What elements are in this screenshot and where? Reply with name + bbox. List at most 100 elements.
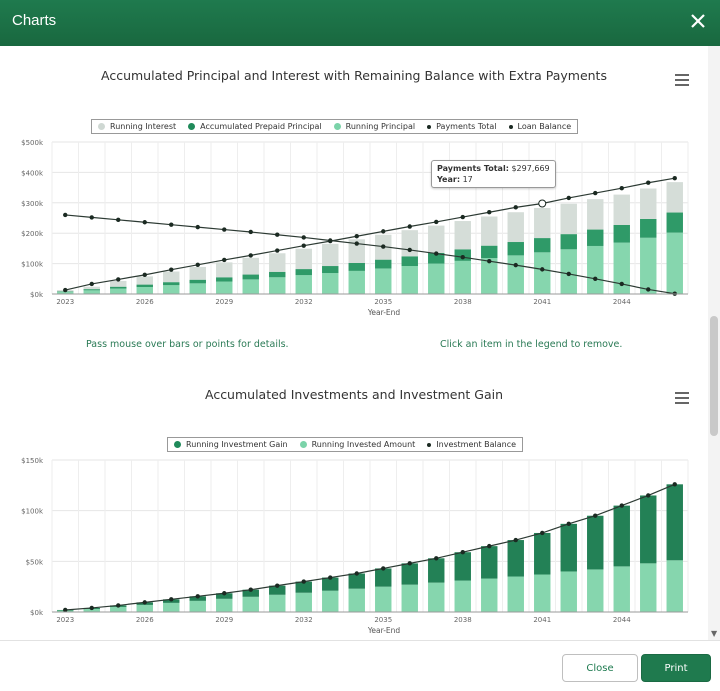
bar: [507, 242, 524, 256]
data-point: [593, 276, 598, 281]
bar: [57, 291, 74, 294]
chart1-legend-item[interactable]: Running Interest: [98, 122, 176, 131]
chart1-legend-item[interactable]: Loan Balance: [508, 122, 572, 131]
chart1-legend: Running Interest Accumulated Prepaid Pri…: [91, 119, 579, 134]
bar: [401, 266, 418, 294]
data-point: [646, 180, 651, 185]
print-button[interactable]: Print: [641, 654, 711, 682]
x-tick-label: 2023: [56, 298, 74, 306]
data-point: [354, 571, 359, 576]
bar: [481, 258, 498, 294]
bar: [666, 484, 683, 561]
bar: [587, 229, 604, 246]
chart2-menu-icon[interactable]: [675, 392, 689, 404]
bar: [110, 288, 127, 294]
data-point: [513, 537, 518, 543]
legend-swatch-icon: [427, 442, 432, 447]
data-point: [619, 281, 624, 287]
chart2-legend-label: Running Invested Amount: [311, 440, 416, 449]
bar: [587, 199, 604, 230]
chart1-legend-item[interactable]: Payments Total: [427, 122, 497, 131]
chart2-legend-item[interactable]: Running Invested Amount: [299, 440, 416, 449]
x-tick-label: 2041: [533, 616, 551, 624]
chart1-plot[interactable]: $0k $100k $200k $300k $400k $500k 2023 2026 2029…: [0, 136, 708, 326]
bar: [454, 580, 471, 612]
chart1-legend-label: Running Principal: [345, 122, 416, 131]
bar: [216, 281, 233, 294]
chart1-legend-item[interactable]: Running Principal: [333, 122, 416, 131]
data-point: [487, 210, 492, 215]
chart1-title: Accumulated Principal and Interest with …: [101, 68, 607, 83]
data-point: [248, 253, 253, 258]
bar: [587, 245, 604, 294]
x-axis-label: Year-End: [367, 308, 401, 317]
bar: [428, 582, 445, 612]
bar: [666, 232, 683, 294]
x-tick-label: 2023: [56, 616, 74, 624]
bar: [163, 285, 180, 294]
data-point: [434, 251, 439, 256]
close-button[interactable]: Close: [562, 654, 638, 682]
data-point: [487, 258, 492, 264]
bar: [481, 245, 498, 259]
modal-header: Charts: [0, 0, 720, 46]
bar: [401, 584, 418, 612]
chart2-legend-label: Investment Balance: [436, 440, 517, 449]
scroll-down-icon[interactable]: ▼: [711, 629, 718, 638]
data-point: [301, 579, 306, 584]
chart1-menu-icon[interactable]: [675, 74, 689, 86]
bar: [666, 560, 683, 612]
chart2-legend: Running Investment Gain Running Invested…: [167, 437, 524, 452]
data-point: [381, 229, 386, 234]
modal-footer: Close Print: [0, 640, 720, 691]
data-point: [248, 587, 253, 592]
bar: [507, 255, 524, 294]
chart1-legend-item[interactable]: Accumulated Prepaid Principal: [188, 122, 322, 131]
data-point: [672, 482, 677, 487]
bar: [110, 286, 127, 289]
bar: [189, 600, 206, 612]
data-point: [566, 195, 571, 201]
x-tick-label: 2035: [374, 616, 392, 624]
chart2-plot[interactable]: $0k $50k $100k $150k 2023 2026 2029 2032 2035 203…: [0, 454, 708, 640]
chart2-legend-item[interactable]: Running Investment Gain: [174, 440, 288, 449]
bar: [216, 598, 233, 612]
data-point: [540, 267, 545, 272]
bar: [269, 271, 286, 278]
bar: [295, 275, 312, 294]
data-point: [593, 190, 598, 196]
chart1-legend-label: Loan Balance: [517, 122, 572, 131]
content-scrollbar[interactable]: ▼: [708, 46, 720, 640]
chart2-legend-item[interactable]: Investment Balance: [427, 440, 516, 449]
bar: [295, 581, 312, 593]
bar: [534, 574, 551, 612]
bar: [613, 505, 630, 567]
bar: [613, 224, 630, 243]
data-point: [248, 229, 253, 235]
bar: [110, 280, 127, 287]
chart1-legend-label: Running Interest: [110, 122, 177, 131]
data-point: [646, 493, 651, 498]
bar: [348, 573, 365, 589]
data-point: [487, 543, 492, 549]
scrollbar-thumb[interactable]: [710, 316, 718, 436]
bar: [269, 585, 286, 595]
bar: [216, 262, 233, 278]
x-tick-label: 2035: [374, 298, 392, 306]
bar: [560, 234, 577, 250]
charts-content[interactable]: Accumulated Principal and Interest with …: [0, 46, 708, 640]
bar: [295, 269, 312, 276]
bar: [242, 274, 259, 280]
data-point: [460, 550, 465, 555]
bar: [428, 225, 445, 253]
bar: [322, 243, 339, 267]
x-tick-label: 2032: [295, 298, 313, 306]
chart-tooltip: Payments Total: $297,669 Year: 17: [431, 160, 556, 188]
bar: [481, 578, 498, 612]
bar: [507, 576, 524, 612]
close-icon[interactable]: [688, 11, 708, 31]
series-line: [65, 214, 675, 295]
bar: [322, 273, 339, 294]
legend-swatch-icon: [299, 441, 307, 448]
bar: [401, 256, 418, 267]
